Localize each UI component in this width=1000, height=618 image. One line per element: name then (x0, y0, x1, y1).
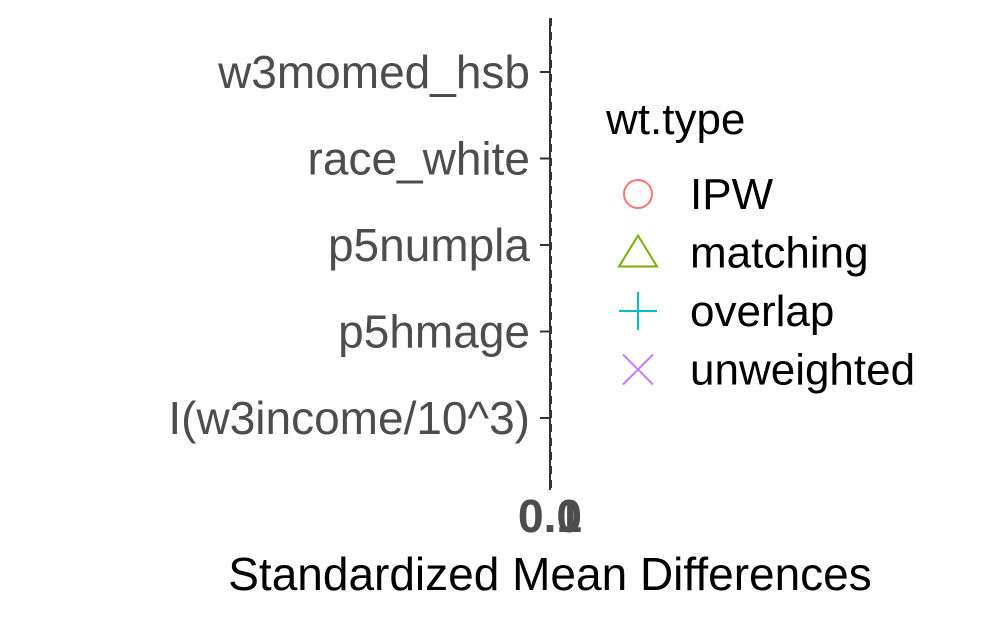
circle-icon (623, 179, 653, 209)
y-ticks: w3momed_hsb race_white p5numpla p5hmage I(w3… (168, 46, 550, 444)
legend-label: IPW (690, 170, 774, 219)
x-tick-label: 0.1 (518, 490, 582, 542)
legend: wt.type IPW matching overlap unweighted (605, 95, 915, 395)
legend-item-matching: matching (617, 229, 869, 278)
legend-items: IPW matching overlap unweighted (617, 170, 915, 395)
cross-icon (622, 353, 654, 386)
x-axis-label: Standardized Mean Differences (228, 548, 872, 600)
x-tick-label: 0.0 (518, 490, 582, 542)
legend-item-IPW: IPW (623, 170, 774, 219)
plus-icon (619, 292, 657, 330)
y-tick-label: p5hmage (338, 306, 530, 358)
legend-title: wt.type (605, 95, 745, 144)
legend-item-unweighted: unweighted (622, 346, 915, 395)
legend-label: unweighted (690, 346, 915, 395)
y-tick-label: w3momed_hsb (217, 46, 530, 98)
legend-label: overlap (690, 287, 834, 336)
y-tick-label: race_white (308, 133, 530, 185)
y-tick-label: I(w3income/10^3) (168, 392, 530, 444)
y-tick-label: p5numpla (328, 219, 530, 271)
x-ticks: 0.00.1 (518, 476, 582, 542)
triangle-icon (617, 233, 659, 268)
legend-label: matching (690, 229, 869, 278)
legend-item-overlap: overlap (619, 287, 834, 336)
